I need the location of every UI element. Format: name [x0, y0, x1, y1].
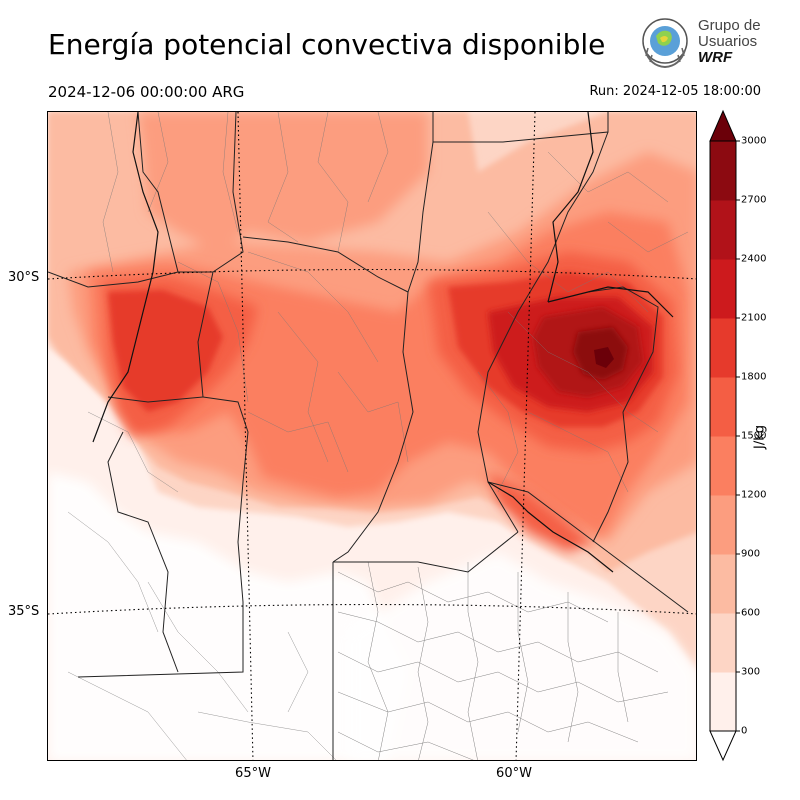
colorbar-extend-max: [709, 109, 737, 142]
run-time: Run: 2024-12-05 18:00:00: [589, 84, 761, 99]
colorbar-bin-1500: [710, 377, 736, 437]
valid-time: 2024-12-06 00:00:00 ARG: [48, 83, 245, 101]
colorbar-tick-label: 300: [741, 666, 761, 678]
colorbar-tick-label: 2100: [741, 312, 767, 324]
cape-shading: [48, 112, 696, 760]
colorbar-unit: J/kg: [752, 425, 768, 449]
low-cape-area-southeast: [348, 552, 696, 760]
colorbar-extend-min: [709, 730, 737, 762]
cape-field-svg: [48, 112, 696, 760]
colorbar-bin-2100: [710, 259, 736, 319]
cape-map: [47, 111, 697, 761]
colorbar-tick-label: 0: [741, 725, 748, 737]
colorbar-bin-300: [710, 613, 736, 673]
colorbar-scale: [709, 109, 740, 762]
colorbar-tick-label: 2400: [741, 253, 767, 265]
buenos-aires-partidos: [337, 561, 669, 760]
department-boundaries: [67, 112, 689, 760]
colorbar-tick-label: 3000: [741, 135, 767, 147]
province-boundaries: [48, 112, 689, 760]
lon-label-65w: 65°W: [235, 766, 271, 781]
colorbar-bin-600: [710, 554, 736, 614]
lat-label-30s: 30°S: [8, 270, 40, 285]
parallel-35s: [48, 603, 696, 615]
lon-label-60w: 60°W: [496, 766, 532, 781]
colorbar-bin-2700: [710, 141, 736, 201]
colorbar-bin-1800: [710, 318, 736, 378]
colorbar-tick-label: 1800: [741, 371, 767, 383]
colorbar: [705, 108, 800, 768]
colorbar-tick-label: 1500: [741, 430, 767, 442]
chart-title: Energía potencial convectiva disponible: [48, 28, 606, 61]
lat-label-35s: 35°S: [8, 604, 40, 619]
colorbar-bin-2400: [710, 200, 736, 260]
logo-line-3: WRF: [698, 49, 733, 66]
colorbar-bin-900: [710, 495, 736, 555]
low-cape-area-west: [48, 472, 408, 760]
colorbar-tick-label: 600: [741, 607, 761, 619]
colorbar-tick-label: 2700: [741, 194, 767, 206]
meridian-65w: [237, 112, 254, 760]
graticule: [48, 112, 696, 760]
meridian-60w: [515, 112, 536, 760]
colorbar-tick-label: 1200: [741, 489, 767, 501]
grupo-usuarios-wrf-logo: Grupo de Usuarios WRF: [636, 14, 766, 72]
colorbar-bin-1200: [710, 436, 736, 496]
logo-line-1: Grupo de: [698, 17, 761, 34]
international-border: [92, 112, 674, 573]
colorbar-tick-label: 900: [741, 548, 761, 560]
cape-level-3000: [594, 347, 614, 368]
parallel-30s: [48, 268, 696, 280]
globe-logo-icon: [642, 18, 688, 69]
colorbar-bin-0: [710, 672, 736, 732]
logo-line-2: Usuarios: [698, 33, 758, 50]
